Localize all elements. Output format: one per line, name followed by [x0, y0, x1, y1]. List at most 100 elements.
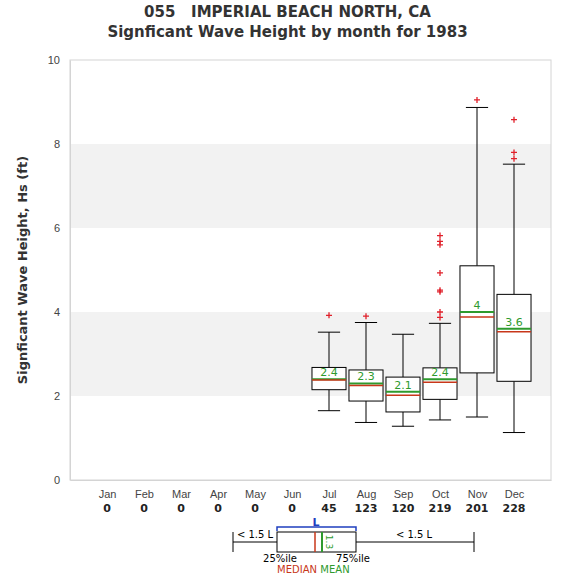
count-label: 45 [321, 502, 336, 515]
x-tick: Sep [394, 480, 414, 500]
x-tick-label: Apr [210, 488, 227, 500]
x-tick-label: Mar [172, 488, 191, 500]
whisker-low [366, 401, 367, 422]
y-tick-label: 4 [54, 306, 60, 318]
box [386, 377, 420, 412]
grid-band [70, 144, 551, 228]
key-whisker [233, 542, 277, 543]
mean-label: 4 [474, 299, 481, 312]
whisker-low [329, 390, 330, 411]
whisker-high [514, 164, 515, 294]
outlier [437, 233, 443, 239]
median-line [312, 379, 346, 381]
x-tick-label: Nov [468, 488, 488, 500]
x-tick-label: Jul [322, 488, 336, 500]
outlier [437, 270, 443, 276]
median-line [386, 394, 420, 396]
y-tick: 6 [54, 222, 70, 234]
x-tick-label: Oct [432, 488, 449, 500]
y-tick-label: 6 [54, 222, 60, 234]
key-label: 25%ile [263, 553, 297, 564]
outlier [437, 314, 443, 320]
count-label: 123 [355, 502, 378, 515]
data-labels: 2.42.32.12.443.6 [320, 299, 523, 392]
box-group [460, 97, 494, 417]
mean-label: 3.6 [505, 316, 523, 329]
whisker-low [514, 381, 515, 432]
box [460, 266, 494, 373]
outlier [437, 238, 443, 244]
whisker-cap-low [355, 422, 377, 423]
box-key: < 1.5 L< 1.5 LL25%ile75%ileMEDIANMEAN1.3 [233, 516, 474, 575]
x-tick: May [245, 480, 266, 500]
count-label: 0 [103, 502, 111, 515]
key-median [314, 532, 316, 552]
y-tick: 8 [54, 138, 70, 150]
plot-background [70, 60, 551, 480]
whisker-cap-low [466, 417, 488, 418]
outlier [326, 312, 332, 318]
whisker-cap-low [318, 410, 340, 411]
key-label: < 1.5 L [237, 529, 274, 540]
x-tick: Jun [284, 480, 302, 500]
y-tick-label: 0 [54, 474, 60, 486]
outlier [511, 156, 517, 162]
whisker-high [366, 323, 367, 370]
y-axis-line [70, 61, 71, 481]
x-tick-label: Sep [394, 488, 414, 500]
whisker-cap-low [503, 432, 525, 433]
x-tick-label: Jan [99, 488, 117, 500]
count-label: 228 [503, 502, 526, 515]
outlier [437, 287, 443, 293]
outlier [511, 149, 517, 155]
x-tick: Jan [99, 480, 117, 500]
x-tick: Dec [505, 480, 525, 500]
median-line [423, 381, 457, 383]
x-tick: Oct [432, 480, 449, 500]
key-box [277, 532, 356, 552]
mean-label: 2.4 [320, 366, 338, 379]
y-tick-label: 2 [54, 390, 60, 402]
count-label: 0 [288, 502, 296, 515]
y-axis-title: Signficant Wave Height, Hs (ft) [15, 156, 30, 384]
x-tick-label: Jun [284, 488, 302, 500]
key-label: MEDIAN [277, 564, 317, 575]
y-tick: 0 [54, 474, 70, 486]
box-group [386, 334, 420, 426]
count-label: 201 [466, 502, 489, 515]
whisker-cap-high [318, 332, 340, 333]
whisker-cap-high [392, 334, 414, 335]
key-label: 1.3 [324, 535, 334, 549]
outlier [511, 117, 517, 123]
outlier [437, 309, 443, 315]
whisker-cap-low [429, 419, 451, 420]
x-tick: Mar [172, 480, 191, 500]
x-tick-label: Dec [505, 488, 525, 500]
median-line [349, 385, 383, 387]
mean-label: 2.3 [357, 370, 375, 383]
whisker-cap-high [466, 107, 488, 108]
key-whisker [356, 542, 474, 543]
whisker-cap-high [429, 323, 451, 324]
count-label: 0 [140, 502, 148, 515]
key-label: 75%ile [336, 553, 370, 564]
whisker-low [440, 399, 441, 420]
box-group [312, 312, 346, 410]
count-label: 0 [177, 502, 185, 515]
box-group [497, 117, 531, 433]
whisker-high [329, 332, 330, 367]
count-label: 0 [214, 502, 222, 515]
chart: 055 IMPERIAL BEACH NORTH, CASignficant W… [0, 0, 575, 580]
x-tick-label: Feb [135, 488, 154, 500]
x-axis: Jan Feb Mar Apr May Jun Jul Aug Sep Oct Nov Dec [71, 480, 552, 500]
x-tick-label: Aug [357, 488, 377, 500]
x-tick-label: May [245, 488, 266, 500]
x-tick: Feb [135, 480, 154, 500]
whisker-cap-high [503, 164, 525, 165]
x-tick: Nov [468, 480, 488, 500]
box-group [349, 313, 383, 422]
key-cap [474, 532, 475, 552]
y-axis: 0 2 4 6 8 10 [48, 54, 71, 486]
y-tick-label: 10 [48, 54, 60, 66]
key-label: MEAN [320, 564, 349, 575]
